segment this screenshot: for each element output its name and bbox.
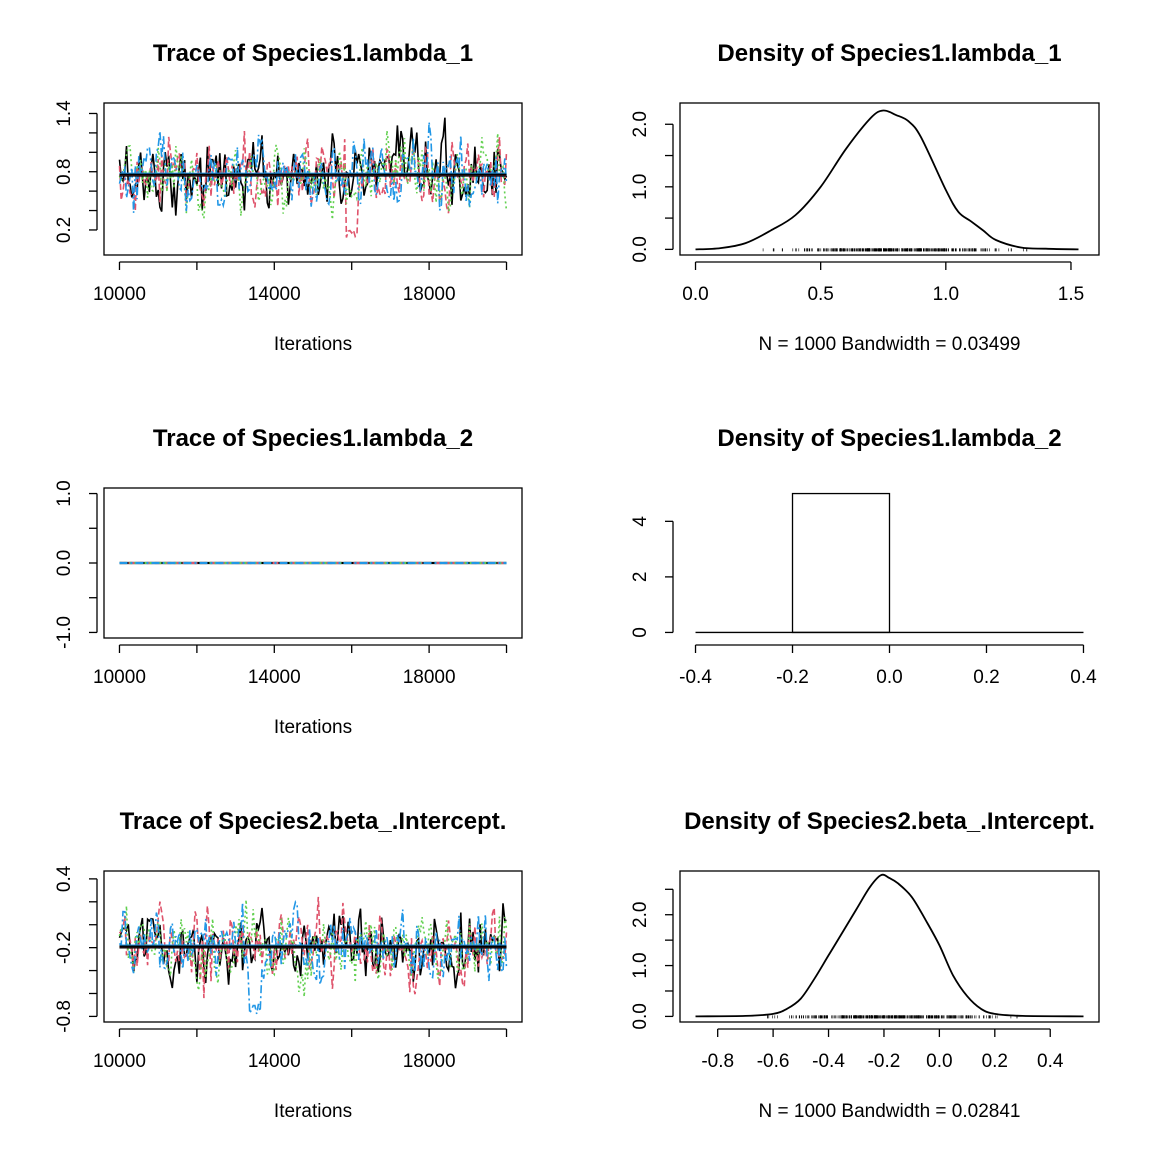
x-tick-label: 1.0 — [933, 284, 959, 305]
y-tick-label: 1.0 — [630, 952, 651, 978]
chart-title: Density of Species1.lambda_1 — [717, 40, 1061, 67]
x-axis-label: N = 1000 Bandwidth = 0.03499 — [759, 334, 1021, 355]
panel-density-beta-intercept: Density of Species2.beta_.Intercept. -0.8… — [630, 808, 1100, 1122]
rug-marks — [767, 1015, 1018, 1019]
y-axis: 0.2 0.8 1.4 — [54, 100, 98, 243]
y-tick-label: 2 — [630, 572, 651, 583]
y-tick-label: 1.0 — [630, 174, 651, 200]
y-tick-label: 1.0 — [54, 480, 75, 506]
x-axis-label: N = 1000 Bandwidth = 0.02841 — [759, 1101, 1021, 1122]
x-tick-label: 0.5 — [807, 284, 833, 305]
x-tick-label: 1.5 — [1058, 284, 1084, 305]
x-tick-label: -0.4 — [812, 1051, 845, 1072]
x-axis: -0.8 -0.6 -0.4 -0.2 0.0 0.2 0.4 — [701, 1028, 1064, 1072]
plot-frame — [679, 870, 1100, 1023]
y-axis: 0.0 1.0 2.0 — [630, 111, 674, 263]
y-tick-label: 2.0 — [630, 111, 651, 137]
y-tick-label: -1.0 — [54, 616, 75, 649]
x-tick-label: -0.2 — [776, 667, 809, 688]
plot-area — [695, 492, 1084, 634]
x-tick-label: 0.0 — [876, 667, 902, 688]
plot-area — [695, 109, 1079, 252]
chart-title: Trace of Species1.lambda_2 — [153, 425, 473, 452]
plot-area — [118, 117, 508, 239]
rug-marks — [762, 248, 1028, 252]
panel-trace-lambda-1: Trace of Species1.lambda_1 10000 14000 1800… — [54, 40, 523, 355]
x-axis: 10000 14000 18000 — [93, 261, 508, 305]
x-tick-label: 0.0 — [926, 1051, 952, 1072]
plot-frame — [679, 102, 1100, 256]
panel-trace-lambda-2: Trace of Species1.lambda_2 10000 14000 1800… — [54, 425, 523, 738]
x-tick-label: 0.4 — [1037, 1051, 1064, 1072]
panel-density-lambda-1: Density of Species1.lambda_1 0.0 0.5 1.0 1.5… — [630, 40, 1100, 355]
plot-frame — [103, 870, 523, 1023]
y-axis: -0.8 -0.2 0.4 — [54, 865, 98, 1033]
plot-frame — [103, 102, 523, 256]
x-axis: 10000 14000 18000 — [93, 1028, 508, 1072]
y-tick-label: 2.0 — [630, 902, 651, 928]
x-tick-label: 0.0 — [682, 284, 708, 305]
trace-chain-2 — [118, 896, 508, 999]
density-curve — [695, 109, 1079, 251]
x-tick-label: 0.2 — [973, 667, 999, 688]
y-tick-label: 0.2 — [54, 217, 75, 243]
y-axis: 0.0 1.0 2.0 — [630, 888, 674, 1030]
y-tick-label: -0.8 — [54, 1000, 75, 1033]
x-tick-label: 18000 — [403, 667, 456, 688]
x-axis-label: Iterations — [274, 717, 352, 738]
y-tick-label: 1.4 — [54, 100, 75, 127]
chart-title: Trace of Species1.lambda_1 — [153, 40, 473, 67]
y-tick-label: 0.0 — [630, 236, 651, 262]
density-curve — [695, 873, 1084, 1018]
x-tick-label: 10000 — [93, 284, 146, 305]
y-axis: -1.0 0.0 1.0 — [54, 480, 98, 649]
trace-chain-4 — [118, 899, 508, 1015]
x-tick-label: 18000 — [403, 1051, 456, 1072]
x-axis-label: Iterations — [274, 1101, 352, 1122]
panel-trace-beta-intercept: Trace of Species2.beta_.Intercept.10000 1… — [54, 808, 523, 1122]
x-tick-label: 10000 — [93, 667, 146, 688]
x-tick-label: 14000 — [248, 667, 301, 688]
histogram-bar — [791, 492, 891, 634]
x-tick-label: 14000 — [248, 284, 301, 305]
chart-title: Density of Species1.lambda_2 — [717, 425, 1061, 452]
x-tick-label: -0.2 — [868, 1051, 901, 1072]
chart-title: Trace of Species2.beta_.Intercept. — [120, 808, 507, 835]
x-tick-label: 18000 — [403, 284, 456, 305]
plot-area — [118, 896, 508, 1015]
y-tick-label: 0.8 — [54, 159, 75, 185]
plot-area — [695, 873, 1084, 1019]
x-tick-label: 0.2 — [982, 1051, 1008, 1072]
x-axis-label: Iterations — [274, 334, 352, 355]
x-tick-label: 14000 — [248, 1051, 301, 1072]
panel-density-lambda-2: Density of Species1.lambda_2 -0.4 -0.2 0.0 0… — [630, 425, 1097, 688]
y-tick-label: 4 — [630, 516, 651, 527]
x-axis: 10000 14000 18000 — [93, 644, 508, 688]
chart-title: Density of Species2.beta_.Intercept. — [684, 808, 1095, 835]
x-tick-label: -0.4 — [679, 667, 712, 688]
x-axis: -0.4 -0.2 0.0 0.2 0.4 — [679, 644, 1097, 688]
y-axis: 0 2 4 — [630, 516, 674, 638]
x-tick-label: -0.8 — [701, 1051, 734, 1072]
trace-chain-4 — [118, 122, 508, 213]
x-tick-label: 10000 — [93, 1051, 146, 1072]
y-tick-label: 0.0 — [54, 550, 75, 576]
y-tick-label: -0.2 — [54, 931, 75, 964]
y-tick-label: 0.4 — [54, 865, 75, 892]
y-tick-label: 0.0 — [630, 1003, 651, 1029]
x-axis: 0.0 0.5 1.0 1.5 — [682, 261, 1084, 305]
y-tick-label: 0 — [630, 627, 651, 638]
x-tick-label: -0.6 — [757, 1051, 790, 1072]
x-tick-label: 0.4 — [1070, 667, 1097, 688]
plot-frame — [103, 487, 523, 639]
